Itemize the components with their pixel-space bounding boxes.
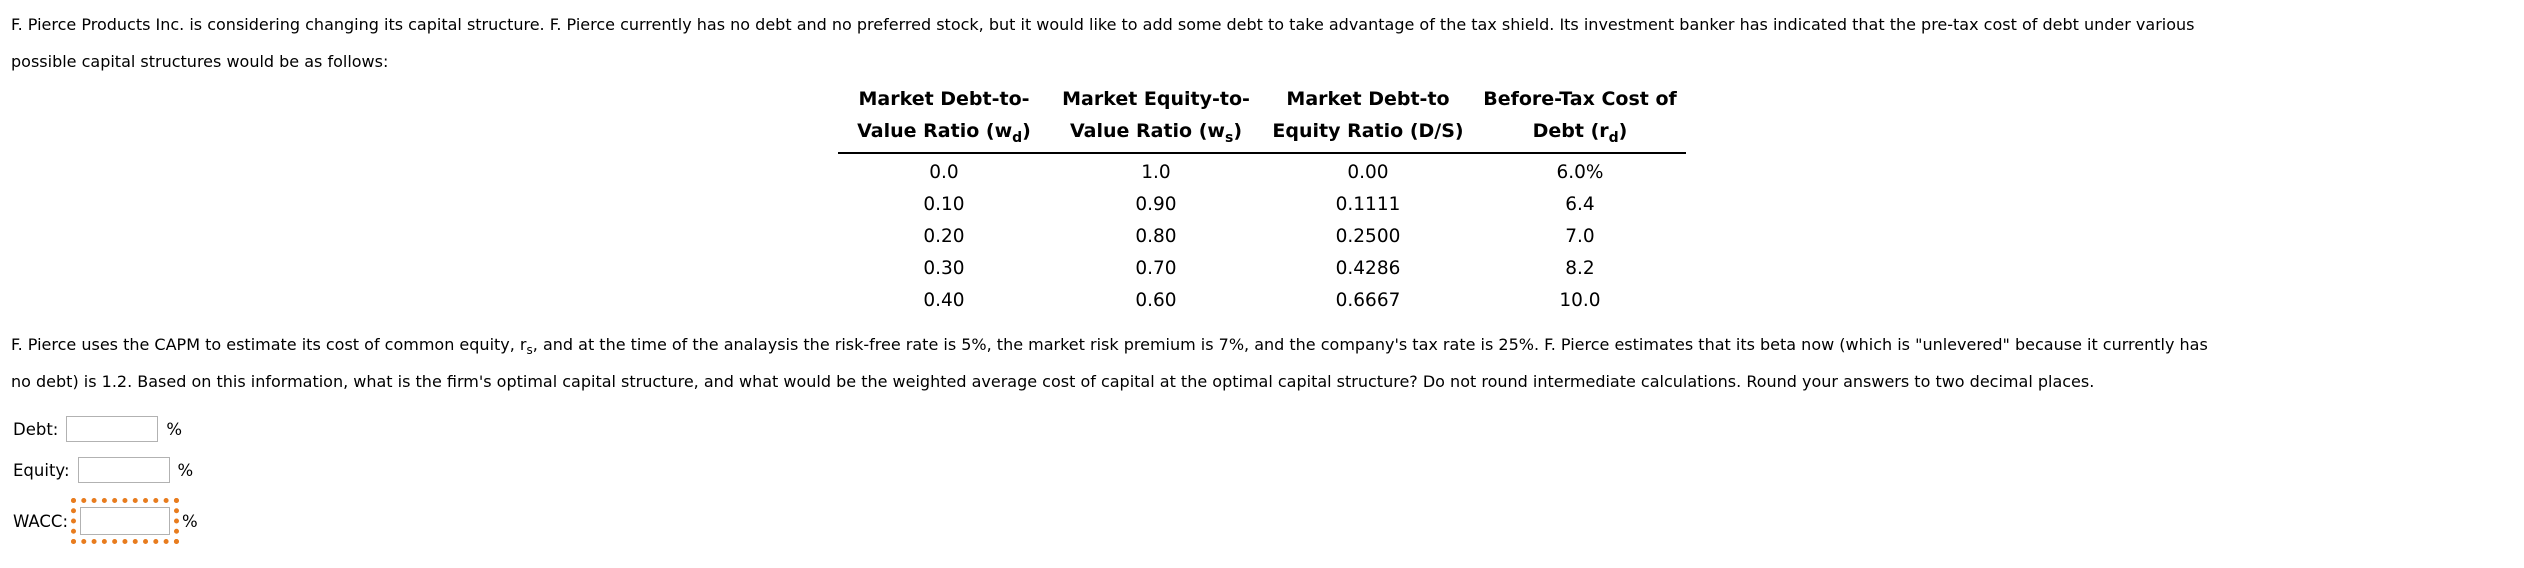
wacc-focus-ring [71,498,180,544]
header-line: Equity Ratio (D/S) [1272,120,1464,142]
table-row: 0.30 0.70 0.4286 8.2 [838,253,1686,285]
table-row: 0.0 1.0 0.00 6.0% [838,153,1686,189]
cell-ds: 0.00 [1347,162,1389,183]
table-row: 0.20 0.80 0.2500 7.0 [838,221,1686,253]
header-line: Value Ratio (wd) [857,120,1031,146]
percent-sign: % [177,460,194,480]
problem-content: F. Pierce Products Inc. is considering c… [11,6,2513,544]
cell-wd: 0.40 [923,290,965,311]
col-header-market-debt-to-value: Market Debt-to- Value Ratio (wd) [838,83,1050,154]
header-line: Market Equity-to- [1062,88,1250,110]
col-header-before-tax-cost-of-debt: Before-Tax Cost of Debt (rd) [1474,83,1686,154]
cell-wd: 0.30 [923,258,965,279]
question-text-line-2: no debt) is 1.2. Based on this informati… [11,372,2095,391]
cell-wd: 0.0 [929,162,959,183]
table-header-row: Market Debt-to- Value Ratio (wd) Market … [838,83,1686,154]
header-line: Market Debt-to- [858,88,1030,110]
equity-label: Equity: [13,460,70,480]
cell-wd: 0.10 [923,194,965,215]
cell-rd: 8.2 [1565,258,1595,279]
debt-input[interactable] [66,416,159,442]
problem-statement: F. Pierce Products Inc. is considering c… [11,6,2513,80]
cell-wd: 0.20 [923,226,965,247]
cell-ws: 0.80 [1135,226,1177,247]
debt-label: Debt: [13,419,59,439]
wacc-label: WACC: [13,511,69,531]
debt-answer-row: Debt: % [13,416,2513,442]
equity-input[interactable] [77,457,170,483]
cell-ds: 0.4286 [1335,258,1401,279]
header-line: Before-Tax Cost of [1483,88,1677,110]
wacc-input[interactable] [80,507,171,535]
wacc-answer-row: WACC: % [13,498,2513,544]
cell-ws: 0.90 [1135,194,1177,215]
problem-statement-line-2: possible capital structures would be as … [11,52,389,71]
cell-ws: 0.70 [1135,258,1177,279]
question-text-line-1: F. Pierce uses the CAPM to estimate its … [11,335,2208,358]
table-row: 0.40 0.60 0.6667 10.0 [838,285,1686,317]
header-line: Value Ratio (ws) [1069,120,1242,146]
cell-ds: 0.6667 [1335,290,1401,311]
cell-rd: 10.0 [1559,290,1601,311]
question-text: F. Pierce uses the CAPM to estimate its … [11,326,2513,400]
percent-sign: % [182,511,198,531]
header-line: Debt (rd) [1532,120,1628,146]
cell-rd: 6.4 [1565,194,1595,215]
cell-ds: 0.1111 [1335,194,1401,215]
col-header-debt-to-equity: Market Debt-to Equity Ratio (D/S) [1262,83,1474,154]
answer-section: Debt: % Equity: % WACC: % [11,416,2513,544]
cell-ds: 0.2500 [1335,226,1401,247]
cell-ws: 0.60 [1135,290,1177,311]
table-row: 0.10 0.90 0.1111 6.4 [838,189,1686,221]
capital-structure-table: Market Debt-to- Value Ratio (wd) Market … [838,83,1686,317]
equity-answer-row: Equity: % [13,457,2513,483]
cell-rd: 6.0% [1556,162,1604,183]
problem-statement-line-1: F. Pierce Products Inc. is considering c… [11,15,2195,34]
col-header-market-equity-to-value: Market Equity-to- Value Ratio (ws) [1050,83,1262,154]
header-line: Market Debt-to [1286,88,1450,110]
cell-rd: 7.0 [1565,226,1595,247]
cell-ws: 1.0 [1141,162,1171,183]
percent-sign: % [166,419,183,439]
